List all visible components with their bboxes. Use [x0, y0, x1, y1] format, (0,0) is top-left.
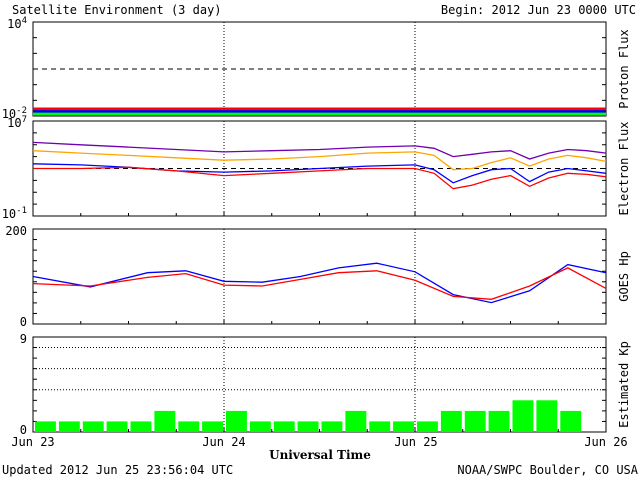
y-tick-base: 10 — [7, 116, 21, 130]
y-tick-label: 200 — [5, 224, 27, 238]
panel-3: 9 0 Estimated Kp — [20, 332, 631, 437]
series-line-red — [32, 267, 607, 300]
updated-time: Updated 2012 Jun 25 23:56:04 UTC — [2, 463, 233, 477]
panel-2: 200 0 GOES Hp — [5, 224, 631, 329]
kp-bar — [345, 410, 367, 432]
kp-bar — [417, 421, 438, 432]
credit: NOAA/SWPC Boulder, CO USA — [457, 463, 638, 477]
kp-bar — [249, 421, 271, 432]
kp-bar — [369, 421, 391, 432]
kp-bar — [154, 410, 176, 432]
x-tick-label-1: Jun 24 — [202, 435, 245, 449]
kp-bar — [464, 410, 486, 432]
kp-bar — [273, 421, 295, 432]
y-tick-label: 0 — [20, 315, 27, 329]
y-tick-label: 104 — [7, 16, 27, 31]
kp-bar — [106, 421, 128, 432]
series-line-blue — [32, 163, 607, 184]
y-tick-label: 9 — [20, 332, 27, 346]
kp-bar — [512, 400, 534, 432]
y-tick-exponent: 4 — [22, 16, 27, 26]
kp-bar — [297, 421, 319, 432]
y-tick-exponent: 7 — [22, 115, 27, 125]
kp-bar — [440, 410, 462, 432]
series-line-red — [33, 166, 607, 190]
series-line-orange — [32, 150, 607, 171]
kp-bar — [202, 421, 223, 432]
y-tick-base: 10 — [2, 107, 16, 121]
y-axis-label-2: GOES Hp — [617, 251, 631, 302]
kp-bar — [393, 421, 414, 432]
kp-bar — [226, 410, 247, 432]
x-axis-label: Universal Time — [269, 448, 371, 462]
x-tick-label-2: Jun 25 — [394, 435, 437, 449]
y-tick-base: 10 — [2, 207, 16, 221]
x-tick-label-0: Jun 23 — [11, 435, 54, 449]
y-axis-label-3: Estimated Kp — [617, 341, 631, 428]
x-tick-label-3: Jun 26 — [584, 435, 627, 449]
kp-bar — [82, 421, 104, 432]
y-tick-exponent: -1 — [16, 206, 27, 216]
chart-title: Satellite Environment (3 day) — [12, 3, 222, 17]
kp-bar — [488, 410, 510, 432]
y-axis-label-0: Proton Flux — [617, 29, 631, 108]
series-line-blue — [32, 262, 607, 304]
y-tick-exponent: -2 — [16, 106, 27, 116]
kp-bar — [58, 421, 80, 432]
y-tick-label: 10-2 — [2, 106, 27, 121]
begin-time: Begin: 2012 Jun 23 0000 UTC — [441, 3, 636, 17]
series-line-purple — [32, 141, 607, 160]
kp-bar — [536, 400, 558, 432]
kp-bar — [321, 421, 343, 432]
y-tick-label: 10-1 — [2, 206, 27, 221]
kp-bar — [130, 421, 152, 432]
kp-bar — [35, 421, 56, 432]
y-tick-label: 0 — [20, 423, 27, 437]
kp-bar — [560, 410, 582, 432]
kp-bar — [178, 421, 200, 432]
y-tick-label: 107 — [7, 115, 27, 130]
y-tick-base: 10 — [7, 17, 21, 31]
y-axis-label-1: Electron Flux — [617, 122, 631, 216]
